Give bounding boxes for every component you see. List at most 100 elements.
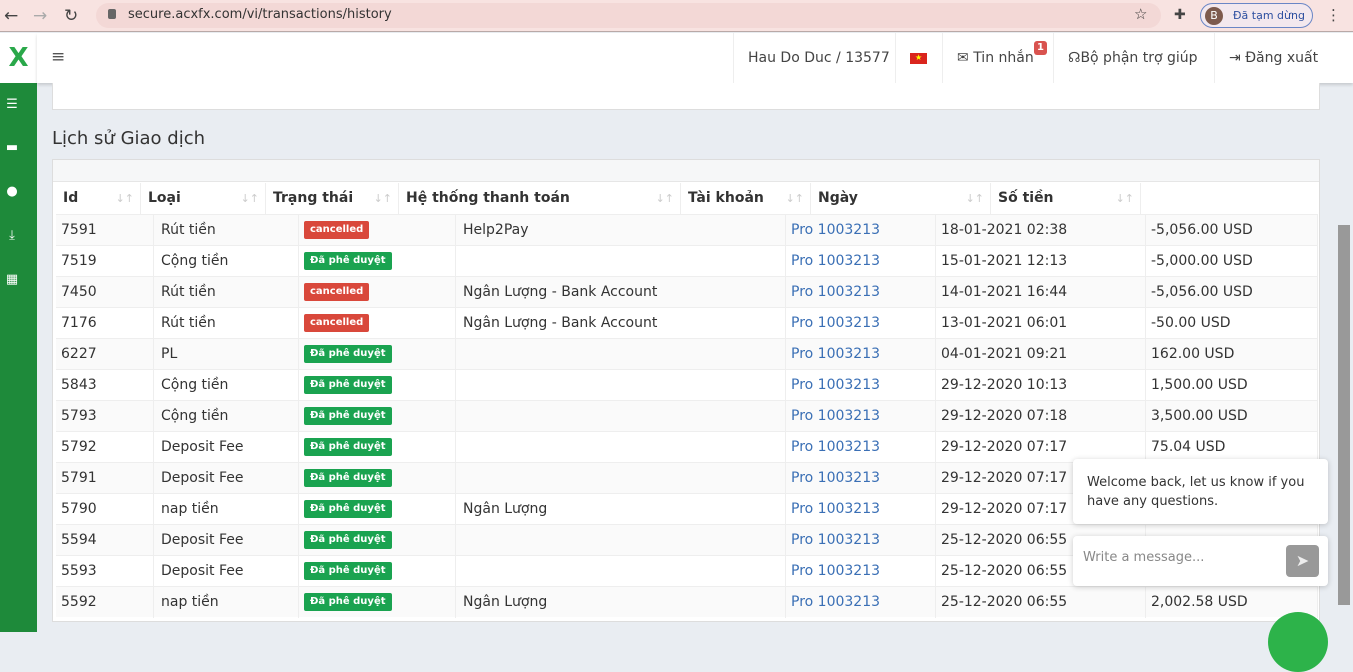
sort-icon[interactable]: ↓↑ — [655, 192, 674, 205]
cell-id: 5793 — [56, 401, 154, 432]
menu-icon[interactable]: ⋮ — [1326, 6, 1341, 24]
account-link[interactable]: Pro 1003213 — [791, 594, 881, 610]
support-link[interactable]: ☊Bộ phận trợ giúp — [1053, 33, 1214, 83]
cell-date: 25-12-2020 06:55 — [936, 587, 1146, 618]
calendar-icon[interactable]: ▦ — [5, 272, 19, 287]
account-link[interactable]: Pro 1003213 — [791, 315, 881, 331]
cell-account[interactable]: Pro 1003213 — [786, 587, 936, 618]
status-badge: Đã phê duyệt — [304, 252, 392, 270]
back-icon[interactable]: ← — [4, 6, 19, 26]
column-header-label: Ngày — [818, 190, 858, 206]
table-row: 7176 Rút tiền cancelled Ngân Lượng - Bank A… — [56, 307, 1318, 339]
account-link[interactable]: Pro 1003213 — [791, 284, 881, 300]
address-bar[interactable]: secure.acxfx.com/vi/transactions/history… — [96, 3, 1161, 28]
user-icon[interactable]: ● — [6, 184, 18, 199]
column-header-id[interactable]: Id ↓↑ — [56, 183, 141, 214]
amount-text: -5,000.00 USD — [1151, 253, 1253, 269]
id-text: 5790 — [61, 501, 97, 517]
page-title: Lịch sử Giao dịch — [52, 128, 206, 149]
column-header-status[interactable]: Trạng thái ↓↑ — [266, 183, 399, 214]
account-link[interactable]: Pro 1003213 — [791, 408, 881, 424]
cell-account[interactable]: Pro 1003213 — [786, 525, 936, 556]
account-link[interactable]: Pro 1003213 — [791, 439, 881, 455]
list-icon[interactable]: ☰ — [6, 97, 18, 112]
cell-account[interactable]: Pro 1003213 — [786, 401, 936, 432]
account-link[interactable]: Pro 1003213 — [791, 253, 881, 269]
star-icon[interactable]: ☆ — [1134, 5, 1148, 23]
table-row: 5843 Cộng tiền Đã phê duyệt Pro 1003213 29-1… — [56, 369, 1318, 401]
cell-id: 5790 — [56, 494, 154, 525]
cell-type: Deposit Fee — [154, 556, 299, 587]
cell-account[interactable]: Pro 1003213 — [786, 246, 936, 277]
sort-icon[interactable]: ↓↑ — [965, 192, 984, 205]
cell-date: 14-01-2021 16:44 — [936, 277, 1146, 308]
column-header-label: Loại — [148, 190, 181, 206]
account-link[interactable]: Pro 1003213 — [791, 563, 881, 579]
reload-icon[interactable]: ↻ — [64, 6, 79, 26]
column-header-amount[interactable]: Số tiền ↓↑ — [991, 183, 1141, 214]
date-text: 29-12-2020 07:17 — [941, 470, 1068, 486]
column-header-label: Tài khoản — [688, 190, 764, 206]
sort-icon[interactable]: ↓↑ — [373, 192, 392, 205]
wallet-icon[interactable]: ▬ — [5, 140, 19, 155]
cell-date: 29-12-2020 07:17 — [936, 432, 1146, 463]
column-header-date[interactable]: Ngày ↓↑ — [811, 183, 991, 214]
language-flag[interactable] — [895, 33, 942, 83]
logout-link[interactable]: ⇥ Đăng xuất — [1214, 33, 1334, 83]
messages-label: Tin nhắn — [973, 50, 1034, 66]
status-badge: Đã phê duyệt — [304, 345, 392, 363]
date-text: 13-01-2021 06:01 — [941, 315, 1068, 331]
amount-text: -5,056.00 USD — [1151, 284, 1253, 300]
chat-launcher-button[interactable] — [1268, 612, 1328, 672]
column-header-system[interactable]: Hệ thống thanh toán ↓↑ — [399, 183, 681, 214]
send-icon[interactable]: ➤ — [1286, 545, 1319, 577]
sort-icon[interactable]: ↓↑ — [115, 192, 134, 205]
forward-icon[interactable]: → — [33, 6, 48, 26]
table-row: 5792 Deposit Fee Đã phê duyệt Pro 1003213 29… — [56, 431, 1318, 463]
vietnam-flag-icon — [910, 52, 927, 64]
cell-amount: -5,056.00 USD — [1146, 215, 1318, 246]
cell-account[interactable]: Pro 1003213 — [786, 339, 936, 370]
status-badge: Đã phê duyệt — [304, 438, 392, 456]
account-link[interactable]: Pro 1003213 — [791, 470, 881, 486]
download-icon[interactable]: ⤓ — [9, 228, 15, 243]
sort-icon[interactable]: ↓↑ — [785, 192, 804, 205]
cell-account[interactable]: Pro 1003213 — [786, 277, 936, 308]
account-link[interactable]: Pro 1003213 — [791, 377, 881, 393]
sidebar: X ☰ ▬ ● ⤓ ▦ — [0, 33, 37, 632]
cell-account[interactable]: Pro 1003213 — [786, 308, 936, 339]
cell-id: 5792 — [56, 432, 154, 463]
column-header-label: Trạng thái — [273, 190, 354, 206]
account-link[interactable]: Pro 1003213 — [791, 222, 881, 238]
cell-account[interactable]: Pro 1003213 — [786, 494, 936, 525]
lock-icon — [108, 9, 116, 19]
hamburger-icon[interactable]: ≡ — [51, 47, 66, 67]
messages-link[interactable]: ✉ Tin nhắn 1 — [942, 33, 1053, 83]
profile-status: Đã tạm dừng — [1233, 9, 1305, 22]
cell-type: Deposit Fee — [154, 463, 299, 494]
profile-button[interactable]: B Đã tạm dừng — [1200, 3, 1313, 28]
account-link[interactable]: Pro 1003213 — [791, 501, 881, 517]
cell-system — [456, 525, 786, 556]
chat-message-input[interactable] — [1083, 550, 1273, 565]
account-link[interactable]: Pro 1003213 — [791, 346, 881, 362]
sort-icon[interactable]: ↓↑ — [1115, 192, 1134, 205]
column-header-type[interactable]: Loại ↓↑ — [141, 183, 266, 214]
type-text: Deposit Fee — [161, 563, 244, 579]
cell-account[interactable]: Pro 1003213 — [786, 463, 936, 494]
type-text: Rút tiền — [161, 222, 216, 238]
cell-account[interactable]: Pro 1003213 — [786, 215, 936, 246]
sort-icon[interactable]: ↓↑ — [240, 192, 259, 205]
cell-status: Đã phê duyệt — [299, 463, 456, 494]
scrollbar[interactable] — [1338, 225, 1350, 605]
cell-account[interactable]: Pro 1003213 — [786, 556, 936, 587]
user-account[interactable]: Hau Do Duc / 13577 — [733, 33, 941, 83]
extensions-icon[interactable]: ✚ — [1174, 7, 1186, 23]
account-link[interactable]: Pro 1003213 — [791, 532, 881, 548]
status-badge: cancelled — [304, 221, 370, 239]
cell-account[interactable]: Pro 1003213 — [786, 370, 936, 401]
cell-account[interactable]: Pro 1003213 — [786, 432, 936, 463]
cell-status: cancelled — [299, 277, 456, 308]
cell-date: 29-12-2020 07:18 — [936, 401, 1146, 432]
column-header-account[interactable]: Tài khoản ↓↑ — [681, 183, 811, 214]
